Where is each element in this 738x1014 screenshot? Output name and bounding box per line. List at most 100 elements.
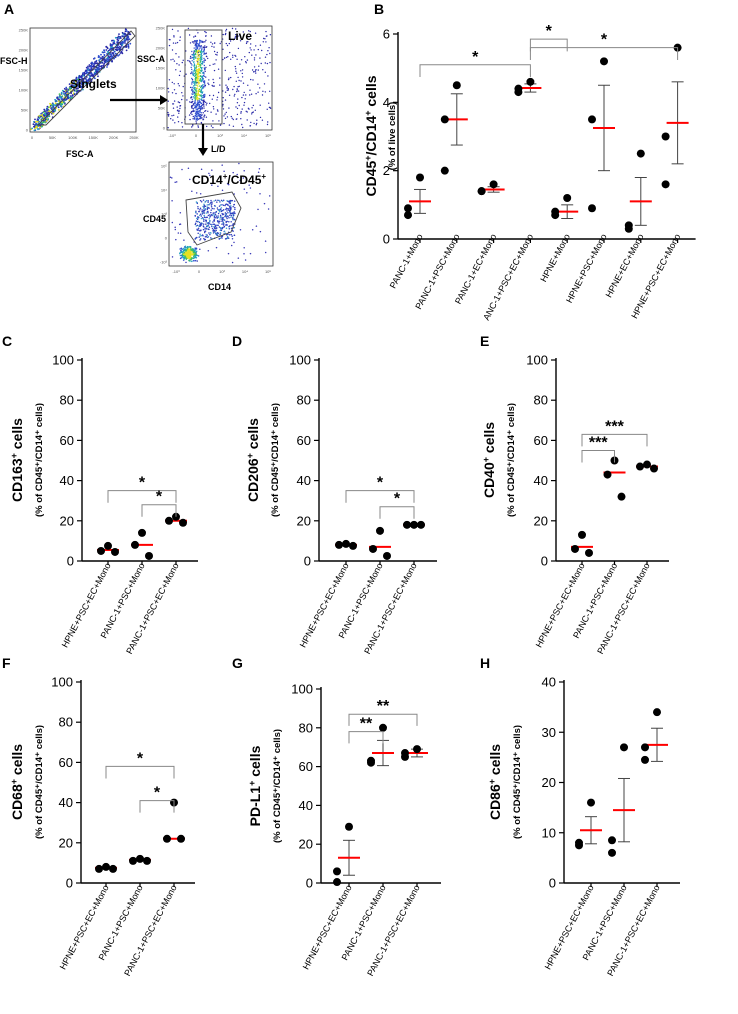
event-dot [200,168,203,170]
flow-tick-label: 10⁵ [265,133,271,138]
event-dot [267,50,269,52]
y-tick-label: 0 [304,554,311,569]
event-dot [77,85,80,88]
event-dot [266,108,268,111]
y-axis-subtitle: (% of CD45⁺/CD14⁺ cells) [270,403,281,517]
event-dot [252,79,254,81]
data-point [111,547,119,556]
event-dot [179,254,182,257]
event-dot [204,230,206,233]
event-dot [191,68,193,71]
event-dot [227,233,229,236]
event-dot [242,82,245,84]
event-dot [222,90,224,92]
event-dot [193,64,195,67]
data-point [335,540,343,549]
event-dot [171,256,174,258]
event-dot [216,54,218,56]
event-dot [197,32,199,34]
event-dot [211,225,213,228]
event-dot [198,118,200,120]
event-dot [212,85,214,87]
significance-bracket [581,433,648,447]
event-dot [200,229,202,231]
event-dot [216,109,219,111]
event-dot [229,40,232,42]
event-dot [195,112,197,114]
event-dot [196,69,198,71]
event-dot [267,75,269,77]
event-dot [179,36,181,38]
event-dot [222,204,225,206]
y-axis-title-part: CD86 [487,784,503,820]
event-dot [257,171,260,174]
event-dot [222,33,224,36]
event-dot [228,227,231,230]
event-dot [251,107,253,109]
event-dot [227,237,230,239]
event-dot [33,129,36,132]
event-dot [176,41,179,44]
event-dot [173,100,176,102]
event-dot [214,224,217,227]
event-dot [228,42,230,45]
event-dot [196,98,198,101]
event-dot [257,48,259,51]
data-point [588,115,596,124]
event-dot [118,33,120,35]
event-dot [200,45,202,47]
event-dot [200,56,202,58]
event-dot [247,41,249,43]
y-tick-label: 20 [542,775,556,790]
event-dot [77,87,79,90]
event-dot [208,232,210,234]
significance-label: *** [605,418,624,435]
event-dot [210,211,212,214]
event-dot [60,105,62,108]
event-dot [250,93,253,95]
event-dot [193,93,196,95]
event-dot [177,83,179,85]
event-dot [216,96,219,99]
event-dot [231,199,234,202]
event-dot [232,222,235,225]
event-dot [214,212,216,214]
event-dot [203,46,205,49]
event-dot [241,108,243,110]
event-dot [85,66,88,69]
event-dot [194,253,197,255]
event-dot [211,169,213,171]
event-dot [200,62,203,65]
event-dot [203,116,205,118]
data-point [95,864,103,873]
event-dot [195,90,197,92]
flow-tick-label: 10⁵ [161,164,167,169]
event-dot [88,64,91,66]
event-dot [213,204,216,207]
flow-plot-singlets: Singlets FSC-H FSC-A 250K 200K 150K 100K 50K… [0,28,139,160]
event-dot [224,91,227,93]
event-dot [127,37,129,40]
event-dot [93,57,96,60]
event-dot [224,117,227,120]
event-dot [87,67,90,69]
event-dot [54,109,56,112]
event-dot [83,73,86,75]
significance-label: ** [360,716,373,733]
event-dot [175,53,177,55]
event-dot [269,61,271,64]
event-dot [251,69,254,71]
event-dot [199,117,202,120]
event-dot [193,249,195,251]
event-dot [192,100,194,103]
event-dot [172,42,175,44]
event-dot [66,90,68,93]
event-dot [231,117,233,120]
event-dot [232,205,234,208]
event-dot [255,93,257,95]
event-dot [194,94,196,97]
data-point [333,867,341,876]
event-dot [215,246,218,249]
event-dot [50,104,53,107]
